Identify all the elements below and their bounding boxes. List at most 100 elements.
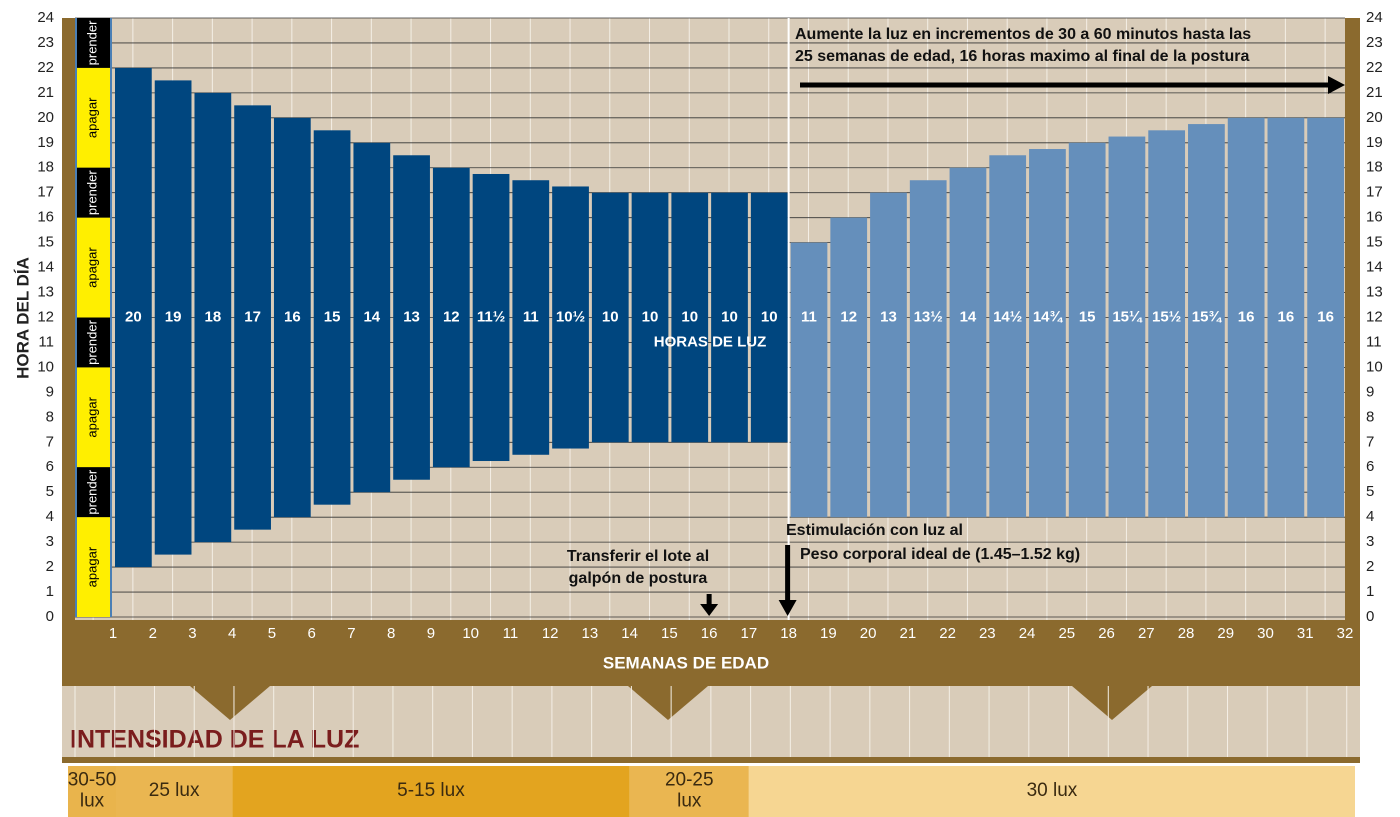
down-arrow — [190, 686, 270, 720]
schedule-segment — [76, 367, 110, 468]
schedule-label: apagar — [84, 546, 99, 587]
bar-value-label: 13½ — [914, 308, 943, 325]
y-tick-label-right: 6 — [1366, 458, 1374, 475]
down-arrow — [1072, 686, 1152, 720]
schedule-segment — [76, 317, 110, 368]
schedule-segment — [76, 18, 110, 68]
y-tick-label-right: 14 — [1366, 259, 1383, 276]
y-tick-label: 12 — [37, 308, 54, 325]
y-tick-label: 20 — [37, 109, 54, 126]
y-tick-label: 1 — [46, 583, 54, 600]
bar-value-label: 14 — [960, 308, 977, 325]
y-tick-label: 11 — [38, 333, 54, 350]
bar-value-label: 18 — [205, 308, 222, 325]
bar-value-label: 19 — [165, 308, 182, 325]
transfer-note: galpón de postura — [569, 570, 708, 587]
stimulation-arrowhead — [778, 600, 797, 616]
bar — [1148, 130, 1186, 518]
schedule-label: apagar — [84, 97, 99, 138]
y-tick-label-right: 22 — [1366, 59, 1383, 76]
y-tick-label-right: 11 — [1366, 333, 1382, 350]
x-tick-label: 12 — [542, 625, 559, 642]
y-tick-label: 9 — [46, 383, 54, 400]
bar-value-label: 10 — [642, 308, 659, 325]
x-tick-label: 32 — [1337, 625, 1354, 642]
y-tick-label: 0 — [46, 608, 54, 625]
x-tick-label: 27 — [1138, 625, 1155, 642]
bar — [830, 217, 868, 518]
x-tick-label: 6 — [308, 625, 316, 642]
bar-value-label: 10 — [761, 308, 778, 325]
x-tick-label: 29 — [1217, 625, 1234, 642]
bar — [790, 242, 828, 518]
bar — [989, 155, 1027, 518]
bar — [1068, 142, 1106, 518]
y-tick-label: 10 — [37, 358, 54, 375]
bar — [472, 173, 510, 462]
schedule-label: apagar — [84, 396, 99, 437]
bar — [1188, 124, 1225, 518]
bar — [353, 142, 391, 493]
stimulation-note: Estimulación con luz al — [786, 522, 963, 539]
schedule-label: prender — [84, 469, 99, 514]
bar — [1267, 117, 1305, 518]
x-tick-label: 23 — [979, 625, 996, 642]
bar — [870, 192, 907, 518]
x-tick-label: 17 — [741, 625, 758, 642]
schedule-label: apagar — [84, 247, 99, 288]
bar-value-label: 16 — [284, 308, 301, 325]
bar-value-label: 10½ — [556, 308, 585, 325]
intensity-band — [748, 766, 1355, 817]
transfer-arrowhead — [700, 604, 719, 616]
y-axis-title: HORA DEL DÍA — [13, 257, 32, 379]
bar — [432, 167, 470, 468]
intensity-label: lux — [80, 791, 105, 812]
y-tick-label: 17 — [37, 184, 54, 201]
y-tick-label-right: 5 — [1366, 483, 1374, 500]
bar — [631, 192, 669, 443]
x-tick-label: 10 — [462, 625, 479, 642]
y-tick-label-right: 4 — [1366, 508, 1374, 525]
y-tick-label-right: 15 — [1366, 234, 1383, 251]
intensity-label: 5-15 lux — [397, 780, 465, 801]
bar — [671, 192, 709, 443]
x-tick-label: 11 — [503, 625, 519, 642]
y-tick-label: 18 — [37, 159, 54, 176]
bar — [591, 192, 629, 443]
bar — [711, 192, 748, 443]
x-tick-label: 22 — [939, 625, 956, 642]
bar-value-label: 16 — [1238, 308, 1255, 325]
bar-value-label: 15½ — [1152, 308, 1181, 325]
bar — [313, 130, 351, 505]
x-tick-label: 2 — [149, 625, 157, 642]
x-axis-title: SEMANAS DE EDAD — [603, 653, 769, 672]
intensity-band — [232, 766, 630, 817]
bar-value-label: 10 — [681, 308, 698, 325]
y-tick-label: 5 — [46, 483, 54, 500]
y-tick-label: 21 — [37, 84, 54, 101]
y-tick-label: 24 — [37, 9, 54, 26]
y-tick-label: 15 — [37, 234, 54, 251]
x-tick-label: 25 — [1058, 625, 1075, 642]
y-tick-label: 14 — [37, 259, 54, 276]
x-tick-label: 21 — [899, 625, 916, 642]
y-tick-label-right: 23 — [1366, 34, 1383, 51]
bar-value-label: 15 — [324, 308, 341, 325]
schedule-segment — [76, 517, 110, 617]
bar — [1108, 136, 1146, 518]
y-tick-label-right: 13 — [1366, 284, 1383, 301]
note-arrowhead — [1328, 76, 1345, 94]
bar-value-label: 16 — [1317, 308, 1334, 325]
schedule-segment — [76, 67, 110, 168]
bar-value-label: 16 — [1278, 308, 1295, 325]
y-tick-label: 22 — [37, 59, 54, 76]
hours-label: HORAS DE LUZ — [654, 333, 767, 350]
x-tick-label: 5 — [268, 625, 276, 642]
bar — [234, 105, 271, 530]
bar-value-label: 17 — [244, 308, 261, 325]
bar — [552, 186, 589, 449]
intensity-label: 30-50 — [68, 770, 117, 791]
intensity-title: INTENSIDAD DE LA LUZ — [70, 726, 359, 754]
bar — [949, 167, 987, 518]
